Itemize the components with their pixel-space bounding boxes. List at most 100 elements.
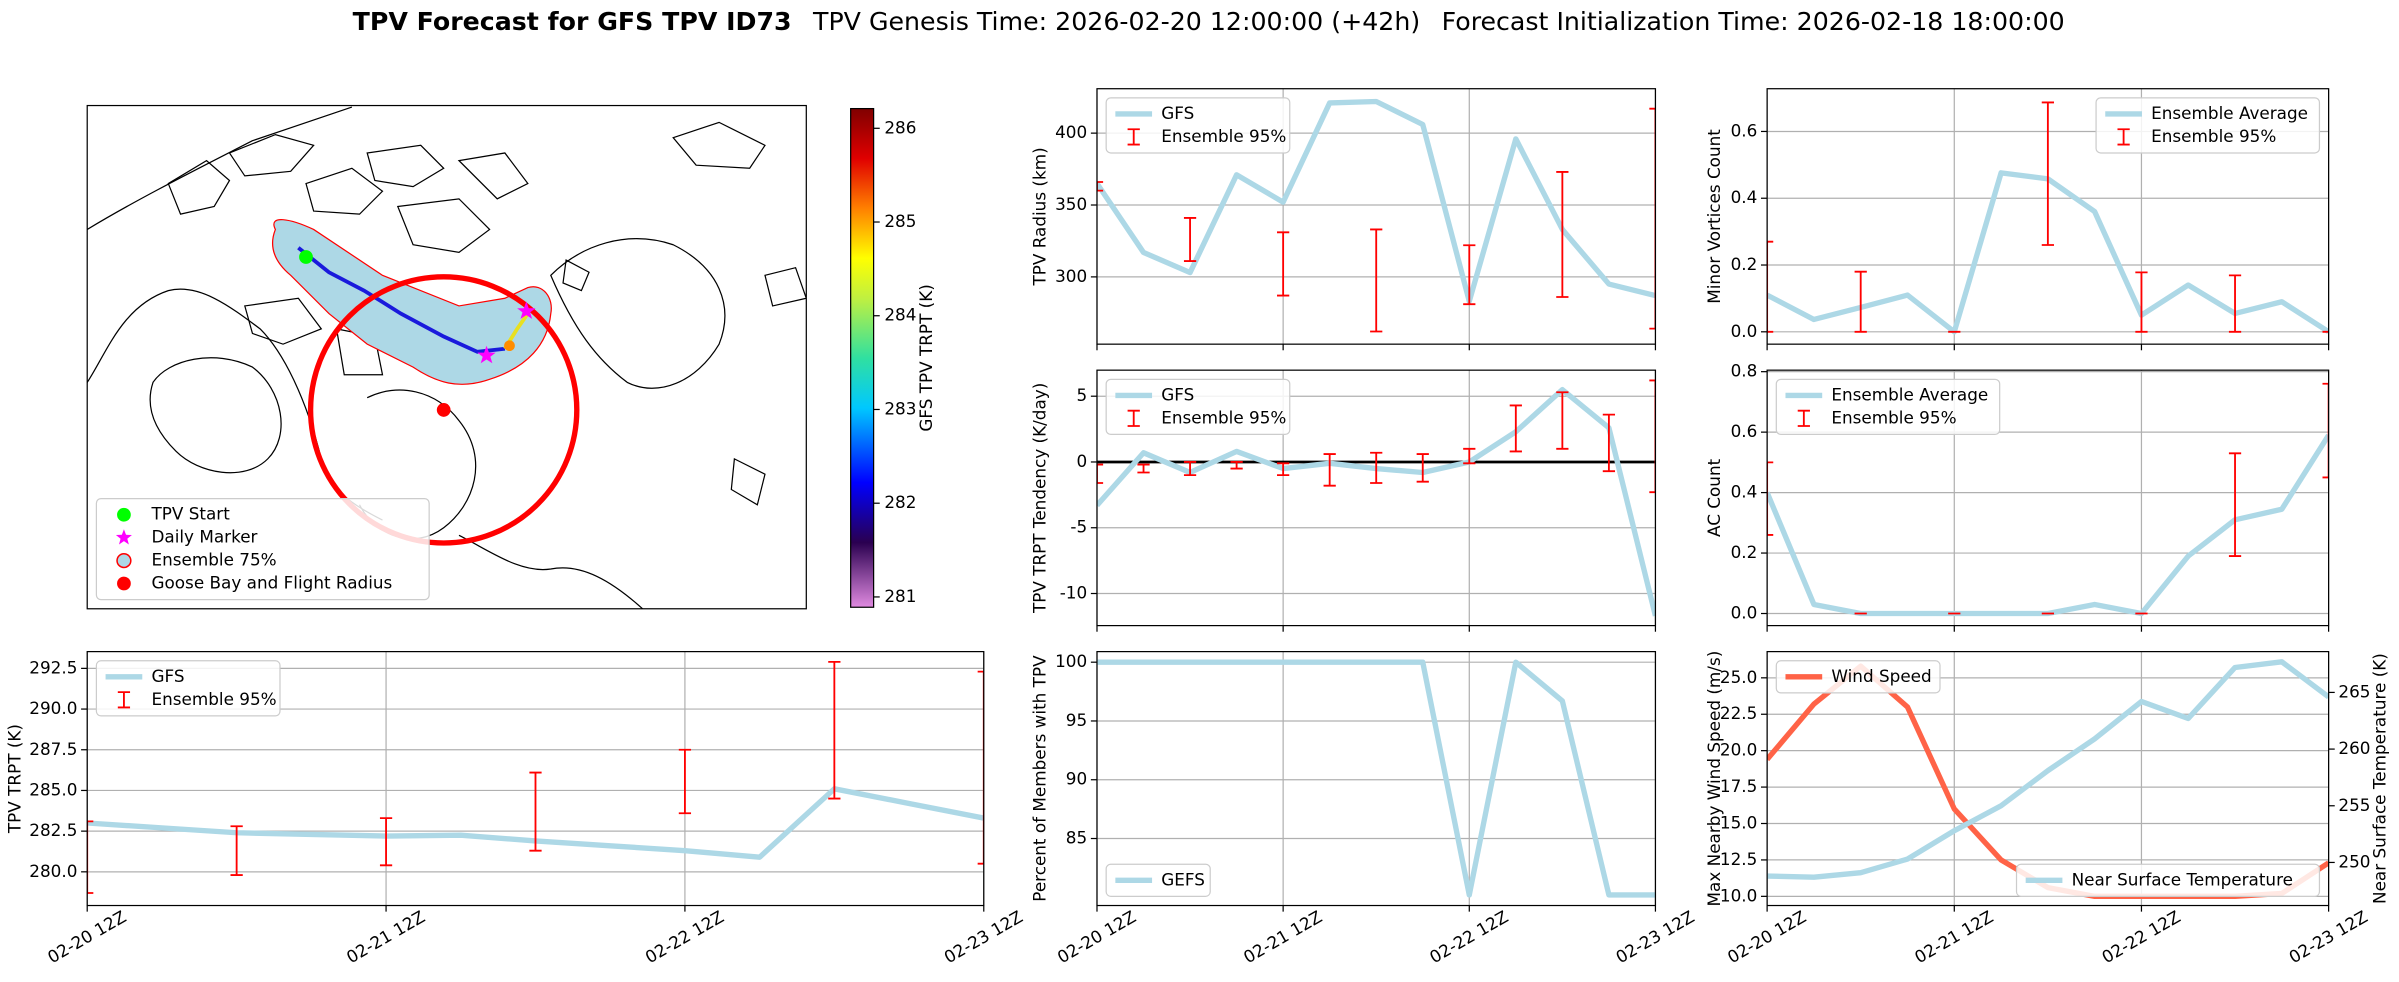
error-bar [678,748,692,815]
y2-tick-label: 255 [2338,795,2370,815]
legend-label: Ensemble 95% [1161,126,1286,146]
border [87,106,353,230]
error-bar [1767,461,1774,536]
y-axis-label: Percent of Members with TPV [1029,655,1049,902]
error-bar [2322,382,2329,479]
error-bar [1277,231,1290,297]
x-tick-label: 02-22 12Z [642,906,727,967]
error-bar [1556,391,1569,450]
x-tick-label: 02-23 12Z [2285,906,2370,967]
y-tick-label: 300 [1055,266,1087,286]
legend-label: Ensemble Average [1831,384,1988,404]
legend-label: Ensemble Average [2151,103,2308,123]
x-tick-label: 02-23 12Z [1612,906,1697,967]
error-bar [1416,453,1429,483]
series-line [1096,659,1656,898]
y-tick-label: 350 [1055,194,1087,214]
error-bar [1277,462,1290,477]
series-line [1767,663,2329,900]
legend: GFS Ensemble 95% [95,660,281,717]
y-tick-label: 285.0 [29,779,77,799]
tpv-end [504,340,515,352]
colorbar-tick-label: 282 [884,492,916,512]
error-bar [87,820,94,894]
legend-label: GFS [1161,384,1194,404]
coastline [87,288,383,521]
error-bar [1767,240,1774,333]
colorbar [850,107,875,608]
error-bar [1602,413,1616,473]
error-bar [230,825,243,877]
y2-tick-label: 250 [2338,851,2370,871]
legend-label: Daily Marker [151,527,257,547]
legend-label: GFS [151,666,184,686]
legend-label: Near Surface Temperature [2072,869,2293,889]
colorbar-tick-label: 285 [884,211,916,231]
error-bar [1370,451,1383,484]
legend-swatch [1797,409,1810,427]
error-bar [2228,452,2242,557]
legend-label: Wind Speed [1831,666,1931,686]
error-bar [1137,463,1150,474]
y-tick-label: 0.2 [1731,542,1758,562]
y2-tick-label: 260 [2338,738,2370,758]
y2-tick-label: 265 [2338,681,2370,701]
y-axis-label: TPV Radius (km) [1029,147,1049,286]
goose-bay [436,403,451,417]
colorbar-label: GFS TPV TRPT (K) [916,284,936,432]
island [562,121,807,506]
y-tick-label: 22.5 [1720,703,1757,723]
error-bar [1096,181,1104,192]
legend-swatch [117,576,131,591]
y-tick-label: 290.0 [29,698,77,718]
legend-label: Ensemble 95% [2151,126,2276,146]
legend: Wind Speed [1775,660,1941,694]
y-tick-label: 95 [1066,710,1087,730]
y-axis-label: TPV TRPT (K) [4,724,24,834]
error-bar [1509,404,1522,453]
y-axis-label: Max Nearby Wind Speed (m/s) [1704,651,1724,907]
legend: GFS Ensemble 95% [1105,378,1291,436]
legend-box [2095,97,2321,154]
axes-frame [1766,369,2330,627]
series-line [1767,659,2329,880]
x-tick-label: 02-20 12Z [44,906,129,967]
island [167,133,529,376]
y-tick-label: 0.8 [1731,361,1758,381]
legend: GFS Ensemble 95% [1105,97,1291,154]
legend-label: GFS [1161,103,1194,123]
figure-title: TPV Forecast for GFS TPV ID73 TPV Genesis… [353,7,2065,36]
error-bar [2228,274,2242,333]
y-tick-label: 25.0 [1720,667,1757,687]
legend: Ensemble Average Ensemble 95% [1775,378,2001,436]
x-tick-label: 02-22 12Z [1426,906,1511,967]
y-tick-label: 20.0 [1720,740,1757,760]
x-tick-label: 02-21 12Z [343,906,428,967]
legend-swatch [116,552,132,569]
y-tick-label: -5 [1070,517,1087,537]
legend-box [1105,863,1211,897]
x-tick-label: 02-20 12Z [1054,906,1139,967]
error-bar [1463,447,1476,465]
legend-box [2015,863,2321,897]
legend-label: GEFS [1161,869,1205,889]
y-tick-label: 0.2 [1731,254,1758,274]
legend: Ensemble Average Ensemble 95% [2095,97,2321,154]
y-tick-label: 90 [1066,769,1087,789]
tpv-start [299,250,313,264]
y-tick-label: 100 [1055,651,1087,671]
legend-swatch [1127,409,1140,427]
y-tick-label: 0.4 [1731,187,1758,207]
axes-frame [86,650,985,907]
legend-label: Ensemble 75% [151,550,276,570]
error-bar [1096,463,1104,484]
y-axis-label: Minor Vortices Count [1704,129,1724,304]
error-bar [379,817,393,867]
y-tick-label: 0.4 [1731,482,1758,502]
error-bar [977,670,984,865]
y-tick-label: 10.0 [1720,885,1757,905]
legend-label: Ensemble 95% [1161,407,1286,427]
legend-label: TPV Start [150,504,230,524]
axes-frame [1766,650,2330,907]
